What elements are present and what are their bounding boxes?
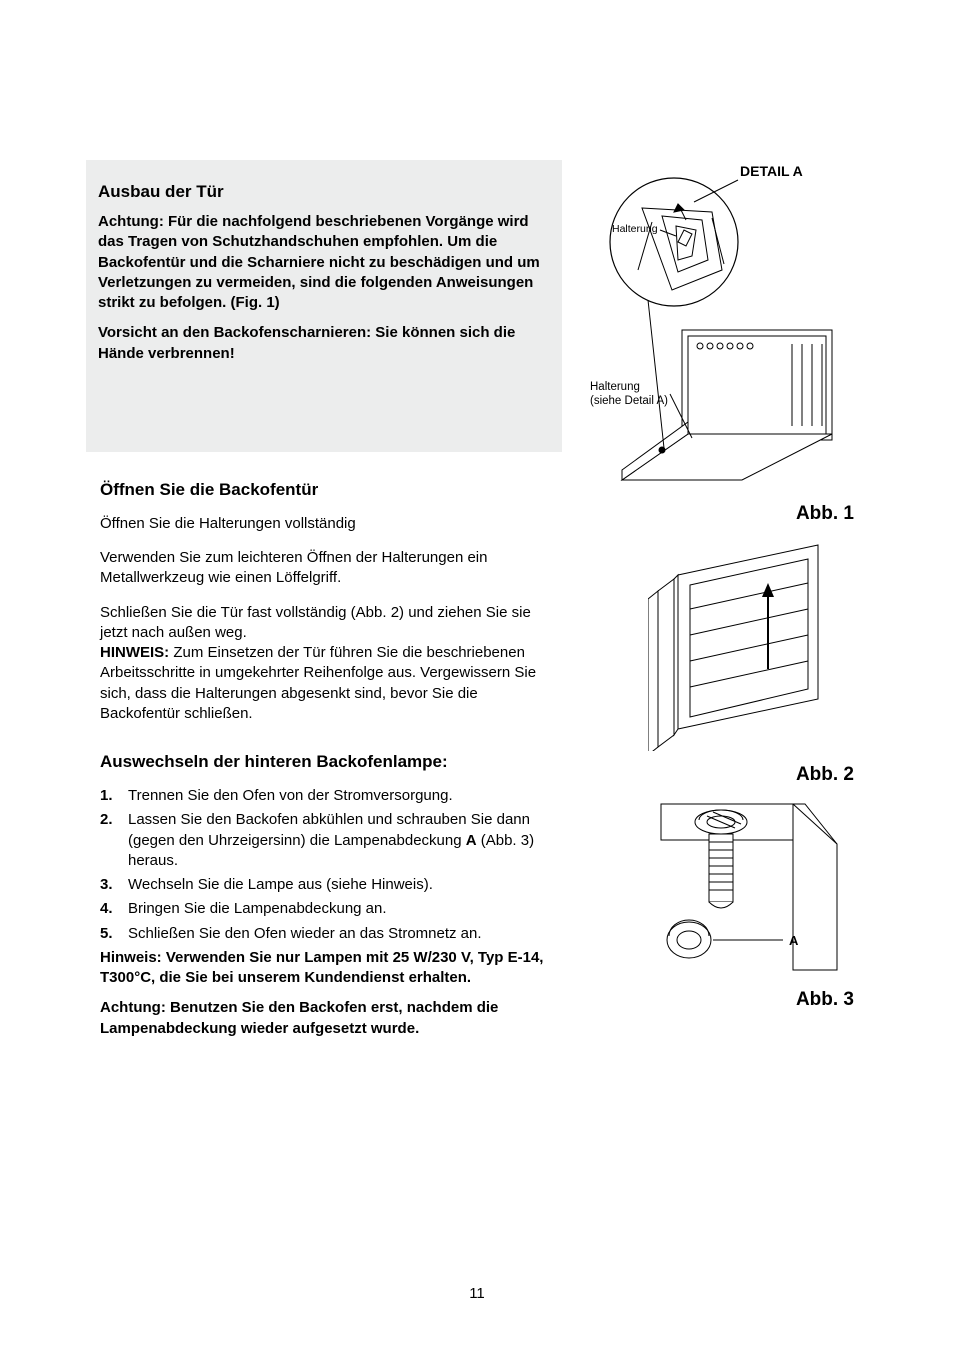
halterung-line2: (siehe Detail A) xyxy=(590,395,668,407)
halterung-line1: Halterung xyxy=(590,381,640,393)
open-door-section: Öffnen Sie die Backofentür Öffnen Sie di… xyxy=(100,480,560,724)
lamp-step-2-bold: A xyxy=(466,832,477,849)
figure-1-svg: DETAIL A xyxy=(582,160,854,490)
figure-3: A Abb. 3 xyxy=(582,800,854,1011)
figure-2-label: Abb. 2 xyxy=(582,764,854,786)
note-label: HINWEIS: xyxy=(100,644,169,661)
lamp-warning: Achtung: Benutzen Sie den Backofen erst,… xyxy=(100,998,560,1039)
door-removal-warning-1: Achtung: Für die nachfolgend beschrieben… xyxy=(98,212,550,313)
door-removal-section: Ausbau der Tür Achtung: Für die nachfolg… xyxy=(86,160,562,452)
figure-1-label: Abb. 1 xyxy=(582,503,854,525)
figure-2: Abb. 2 xyxy=(582,539,854,786)
lamp-step-list: Trennen Sie den Ofen von der Stromversor… xyxy=(100,786,560,944)
figure-3-label: Abb. 3 xyxy=(582,989,854,1011)
detail-a-label: DETAIL A xyxy=(740,163,803,179)
lamp-step-1: Trennen Sie den Ofen von der Stromversor… xyxy=(100,786,560,806)
lamp-heading: Auswechseln der hinteren Backofenlampe: xyxy=(100,752,560,772)
right-column: DETAIL A xyxy=(582,160,854,1039)
lamp-step-3: Wechseln Sie die Lampe aus (siehe Hinwei… xyxy=(100,875,560,895)
halterung-small-label: Halterung xyxy=(612,223,658,235)
door-removal-warning-2: Vorsicht an den Backofenscharnieren: Sie… xyxy=(98,323,550,364)
page-number: 11 xyxy=(0,1285,954,1302)
door-removal-heading: Ausbau der Tür xyxy=(98,182,550,202)
figure-3-svg: A xyxy=(633,800,843,976)
open-door-heading: Öffnen Sie die Backofentür xyxy=(100,480,560,500)
lamp-step-5: Schließen Sie den Ofen wieder an das Str… xyxy=(100,924,560,944)
two-column-layout: Ausbau der Tür Achtung: Für die nachfolg… xyxy=(100,160,854,1039)
figure-2-svg xyxy=(648,539,848,751)
figure-1: DETAIL A xyxy=(582,160,854,525)
open-door-p3: Schließen Sie die Tür fast vollständig (… xyxy=(100,603,560,725)
lamp-section: Auswechseln der hinteren Backofenlampe: … xyxy=(100,752,560,1039)
manual-page: Ausbau der Tür Achtung: Für die nachfolg… xyxy=(0,0,954,1346)
figure-3-letter: A xyxy=(789,933,799,948)
open-door-p2: Verwenden Sie zum leichteren Öffnen der … xyxy=(100,548,560,589)
lamp-step-4: Bringen Sie die Lampenabdeckung an. xyxy=(100,899,560,919)
lamp-note: Hinweis: Verwenden Sie nur Lampen mit 25… xyxy=(100,948,560,989)
open-door-p1: Öffnen Sie die Halterungen vollständig xyxy=(100,514,560,534)
lamp-step-2: Lassen Sie den Backofen abkühlen und sch… xyxy=(100,810,560,871)
left-column: Ausbau der Tür Achtung: Für die nachfolg… xyxy=(100,160,560,1039)
open-door-p3a: Schließen Sie die Tür fast vollständig (… xyxy=(100,604,531,641)
